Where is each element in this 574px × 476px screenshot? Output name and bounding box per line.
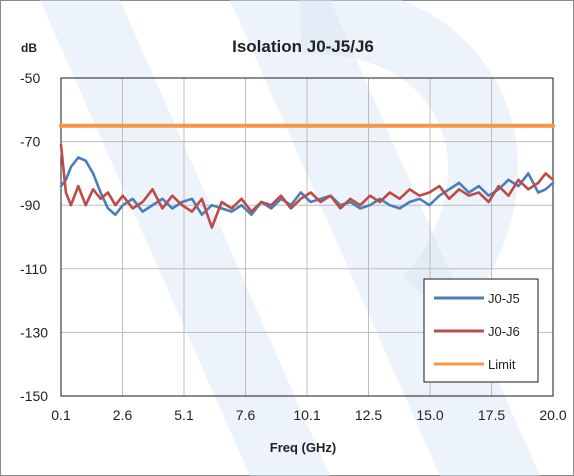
series-line-j0-j5 — [59, 156, 555, 216]
chart-title: Isolation J0-J5/J6 — [232, 37, 374, 56]
plot-area-border — [60, 77, 554, 397]
legend-label-j0-j5: J0-J5 — [488, 291, 520, 306]
y-tick-label: -50 — [20, 70, 40, 86]
series-layer — [59, 123, 555, 229]
y-tick-label: -130 — [20, 324, 48, 340]
watermark-stripe — [40, 0, 330, 476]
y-axis-unit: dB — [21, 41, 37, 55]
x-tick-labels: 0.1 2.6 5.1 7.6 10.1 12.5 15.0 17.5 20.0 — [51, 407, 567, 423]
x-tick-label: 10.1 — [293, 407, 320, 423]
x-tick-label: 20.0 — [539, 407, 566, 423]
y-tick-label: -110 — [20, 261, 47, 277]
y-tick-label: -70 — [20, 134, 40, 150]
x-tick-label: 0.1 — [51, 407, 71, 423]
watermark — [40, 0, 540, 476]
x-tick-label: 12.5 — [355, 407, 382, 423]
legend: J0-J5 J0-J6 Limit — [423, 278, 539, 383]
x-tick-label: 5.1 — [174, 407, 194, 423]
x-tick-label: 15.0 — [416, 407, 443, 423]
legend-label-j0-j6: J0-J6 — [488, 324, 520, 339]
y-tick-label: -90 — [20, 197, 40, 213]
x-tick-label: 17.5 — [478, 407, 505, 423]
x-tick-label: 7.6 — [236, 407, 256, 423]
y-tick-labels: -50 -70 -90 -110 -130 -150 — [20, 70, 48, 404]
legend-label-limit: Limit — [488, 357, 516, 372]
y-tick-label: -150 — [20, 388, 48, 404]
x-axis-label: Freq (GHz) — [270, 440, 336, 455]
watermark-arc — [298, 0, 518, 323]
x-tick-label: 2.6 — [113, 407, 133, 423]
series-line-j0-j6 — [59, 143, 555, 229]
